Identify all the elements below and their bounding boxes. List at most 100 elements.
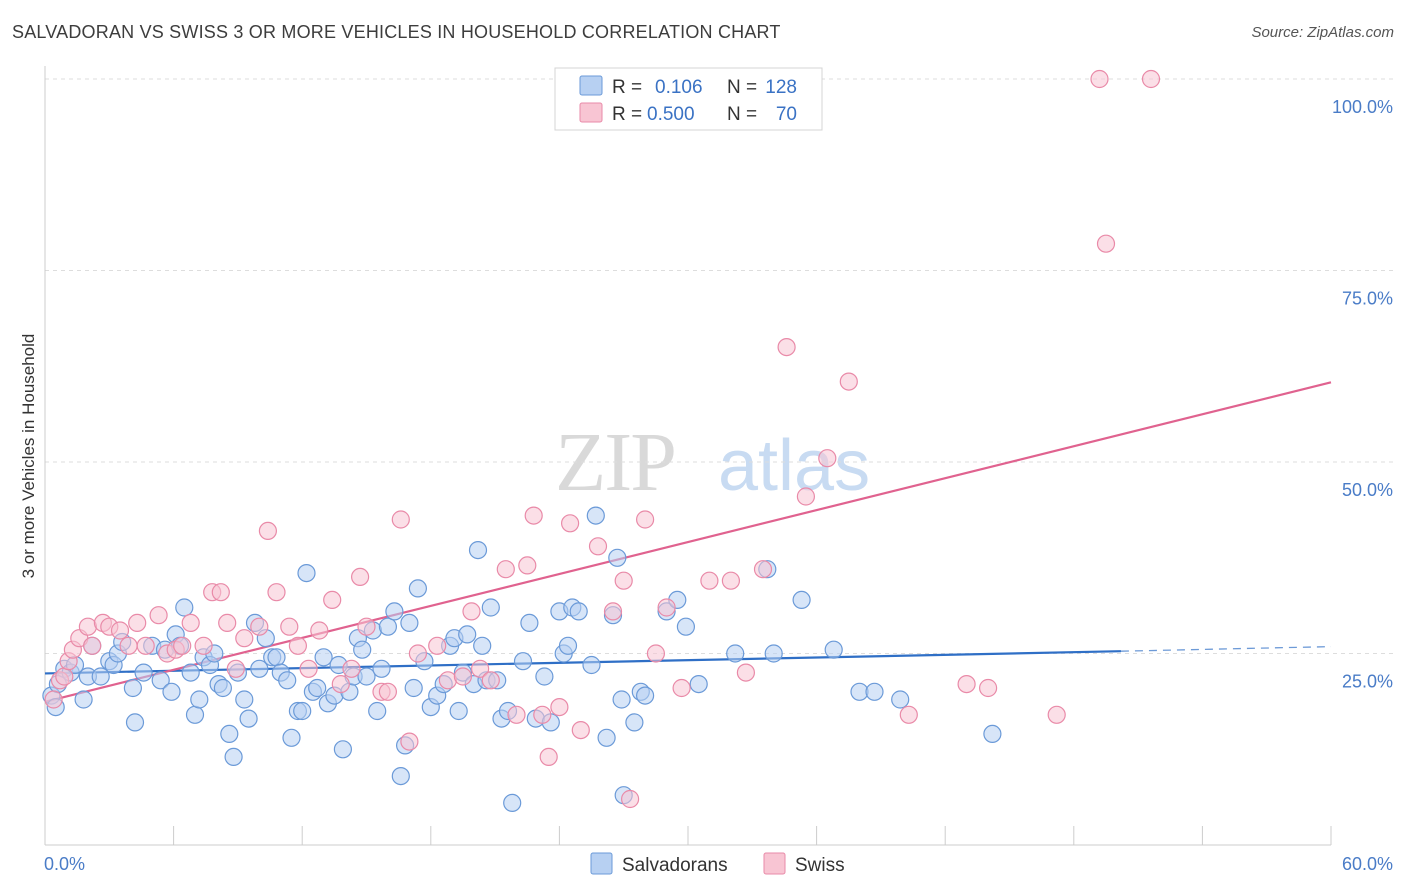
point-swiss-73: [899, 705, 918, 724]
point-swiss-13: [136, 636, 155, 655]
point-swiss-47: [481, 671, 500, 690]
point-salvadorans-105: [625, 713, 644, 732]
point-swiss-42: [428, 636, 447, 655]
point-salvadorans-103: [612, 690, 631, 709]
point-salvadorans-120: [983, 724, 1002, 744]
bottom-legend-swatch-swiss: [763, 852, 786, 875]
point-swiss-45: [462, 602, 481, 621]
point-swiss-48: [496, 560, 515, 579]
point-salvadorans-46: [293, 701, 312, 721]
point-swiss-0: [44, 690, 63, 709]
point-swiss-63: [657, 598, 676, 617]
point-swiss-28: [280, 617, 299, 636]
data-points: [42, 69, 1161, 813]
point-salvadorans-23: [175, 598, 194, 617]
point-salvadorans-49: [308, 678, 327, 698]
series-legend: Salvadorans Swiss: [590, 852, 845, 876]
point-swiss-36: [357, 617, 376, 636]
point-salvadorans-80: [468, 540, 488, 560]
point-salvadorans-25: [185, 705, 205, 724]
source-credit: Source: ZipAtlas.com: [1251, 24, 1394, 41]
point-swiss-10: [110, 621, 130, 640]
point-salvadorans-38: [250, 659, 269, 678]
point-salvadorans-44: [282, 728, 301, 747]
point-swiss-11: [119, 636, 138, 655]
point-salvadorans-95: [558, 636, 578, 655]
point-swiss-54: [550, 697, 569, 717]
axes: [44, 66, 1332, 846]
point-swiss-39: [391, 510, 410, 529]
point-salvadorans-50: [314, 648, 333, 667]
point-swiss-79: [1141, 69, 1161, 89]
bottom-legend-label-swiss: Swiss: [795, 855, 845, 876]
point-swiss-29: [288, 636, 307, 655]
point-salvadorans-20: [162, 682, 181, 701]
point-swiss-38: [378, 682, 397, 701]
point-swiss-18: [181, 613, 200, 633]
point-swiss-32: [323, 590, 342, 610]
point-salvadorans-33: [224, 747, 243, 767]
point-salvadorans-61: [368, 701, 387, 721]
point-salvadorans-68: [404, 678, 423, 698]
point-salvadorans-78: [458, 625, 477, 644]
point-swiss-71: [818, 449, 837, 468]
point-salvadorans-18: [151, 671, 170, 690]
legend-n-value-2: 70: [776, 104, 797, 125]
point-salvadorans-98: [582, 655, 601, 675]
point-swiss-60: [620, 789, 640, 809]
bottom-legend-swatch-salvadorans: [590, 852, 613, 875]
point-swiss-61: [635, 510, 655, 529]
point-salvadorans-107: [635, 686, 655, 705]
point-salvadorans-36: [239, 709, 258, 728]
point-salvadorans-83: [481, 598, 500, 617]
point-swiss-24: [235, 629, 254, 648]
point-swiss-50: [518, 556, 537, 575]
point-salvadorans-59: [357, 667, 376, 686]
point-salvadorans-89: [520, 613, 539, 633]
point-salvadorans-119: [891, 690, 910, 709]
point-swiss-68: [753, 560, 773, 579]
point-salvadorans-54: [333, 740, 352, 759]
point-swiss-43: [438, 671, 457, 690]
point-salvadorans-100: [597, 728, 616, 747]
point-salvadorans-9: [91, 667, 110, 686]
point-swiss-67: [736, 663, 756, 682]
point-salvadorans-31: [213, 678, 232, 698]
point-salvadorans-62: [372, 659, 391, 678]
point-salvadorans-81: [473, 636, 492, 655]
point-swiss-2: [55, 667, 74, 686]
point-salvadorans-91: [535, 667, 554, 686]
point-swiss-78: [1096, 234, 1116, 253]
point-swiss-7: [83, 636, 102, 655]
bottom-legend-label-salvadorans: Salvadorans: [622, 855, 728, 876]
point-swiss-51: [524, 506, 543, 525]
y-tick-label-75: 75.0%: [1342, 289, 1393, 309]
point-salvadorans-41: [267, 648, 286, 667]
point-swiss-14: [149, 606, 168, 625]
point-salvadorans-65: [391, 766, 410, 786]
stats-legend: R = 0.106 N = 128 R = 0.500 N = 70: [554, 67, 823, 131]
point-swiss-25: [250, 617, 269, 636]
point-swiss-53: [539, 747, 558, 767]
point-swiss-64: [672, 678, 691, 698]
chart-title: SALVADORAN VS SWISS 3 OR MORE VEHICLES I…: [12, 22, 781, 42]
legend-n-value-1: 128: [765, 77, 797, 98]
point-swiss-21: [211, 583, 230, 602]
point-salvadorans-69: [408, 579, 427, 598]
y-tick-label-100: 100.0%: [1332, 97, 1393, 117]
point-swiss-12: [128, 613, 147, 633]
point-salvadorans-35: [235, 690, 254, 709]
point-salvadorans-87: [503, 793, 522, 813]
point-salvadorans-6: [74, 690, 93, 709]
point-salvadorans-116: [824, 640, 843, 659]
watermark-atlas: atlas: [718, 426, 870, 506]
point-salvadorans-110: [676, 617, 696, 636]
y-tick-label-50: 50.0%: [1342, 480, 1393, 500]
point-swiss-35: [351, 567, 370, 587]
point-swiss-56: [571, 720, 590, 740]
point-swiss-55: [560, 514, 580, 533]
point-salvadorans-102: [608, 548, 627, 567]
point-salvadorans-115: [792, 590, 811, 610]
point-swiss-49: [507, 705, 526, 724]
point-swiss-30: [299, 659, 318, 678]
